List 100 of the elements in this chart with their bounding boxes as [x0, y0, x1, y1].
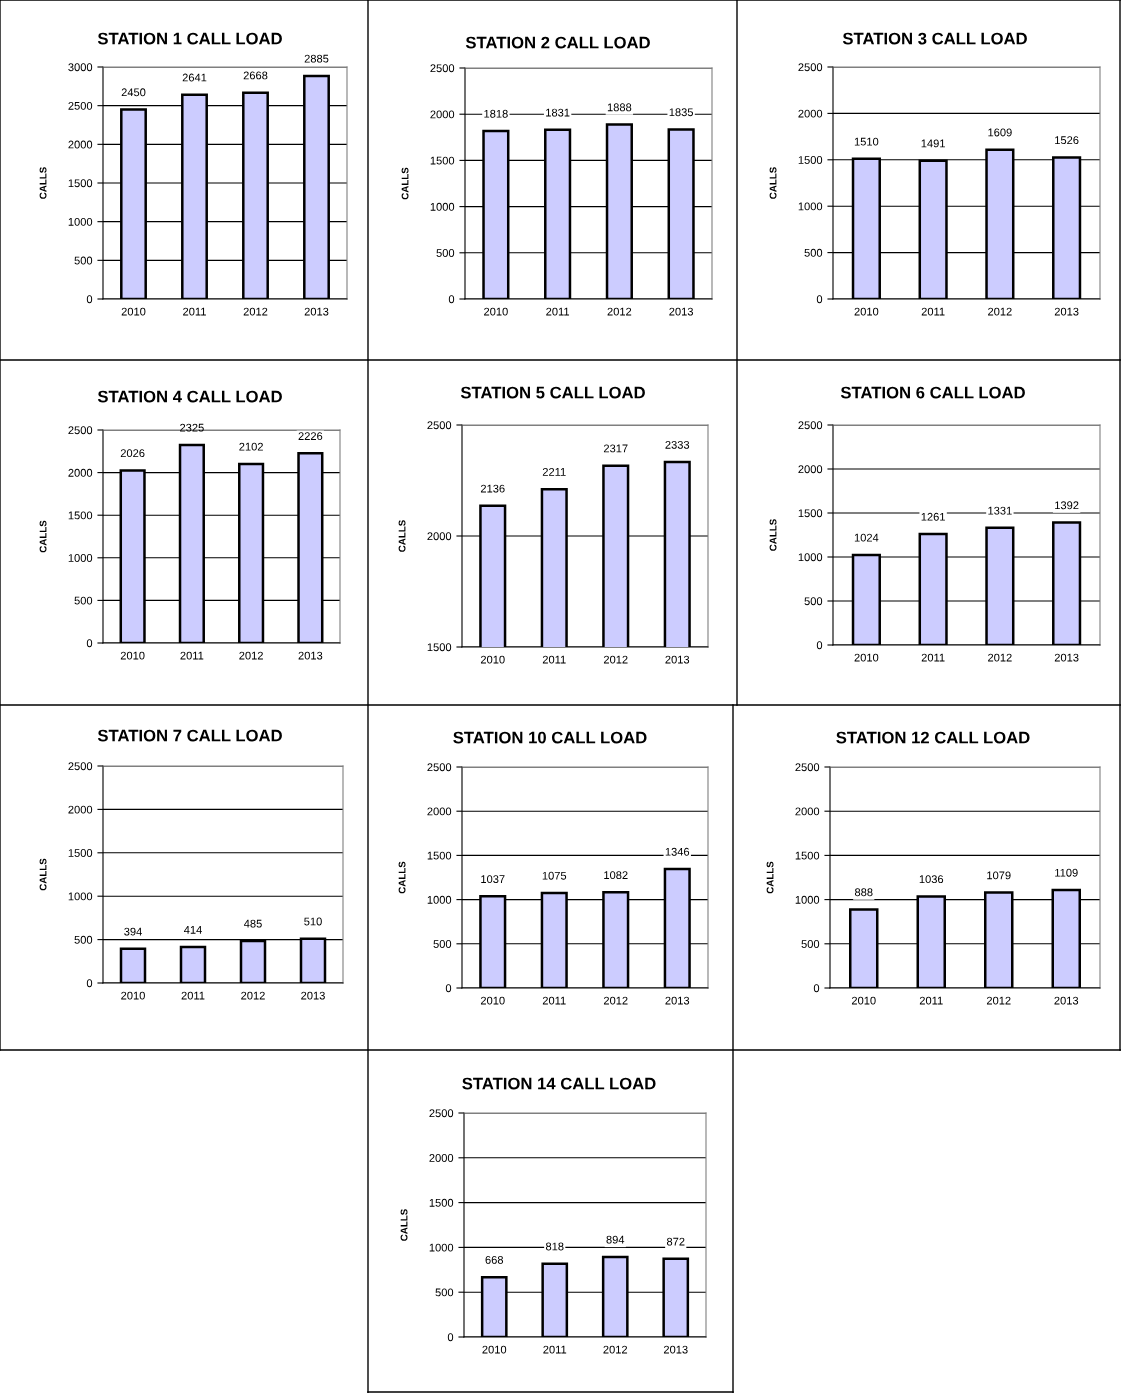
y-axis-title: CALLS	[400, 1209, 408, 1241]
data-label: 1331	[988, 506, 1012, 515]
x-tick-label: 2010	[121, 307, 146, 316]
y-tick-label: 2000	[68, 805, 93, 814]
y-tick-label: 2500	[427, 763, 452, 772]
x-tick-label: 2013	[1054, 996, 1079, 1005]
x-tick-label: 2012	[603, 655, 628, 664]
x-tick-label: 2010	[120, 651, 145, 660]
y-axis-title: CALLS	[398, 520, 406, 552]
data-label: 818	[545, 1242, 564, 1251]
data-label: 2885	[304, 54, 329, 63]
y-axis-title: CALLS	[769, 519, 777, 551]
y-tick-label: 2500	[798, 421, 823, 430]
x-tick-label: 2013	[669, 307, 693, 316]
x-tick-label: 2010	[480, 996, 505, 1005]
y-tick-label: 1500	[68, 849, 93, 857]
data-label: 2102	[239, 442, 263, 451]
y-tick-label: 2500	[68, 426, 93, 435]
y-tick-label: 2500	[429, 1109, 454, 1118]
y-axis-title: CALLS	[401, 167, 409, 200]
y-tick-label: 0	[86, 639, 93, 648]
x-tick-label: 2013	[663, 1345, 688, 1354]
x-tick-label: 2010	[854, 307, 879, 316]
y-tick-label: 500	[436, 249, 455, 257]
data-label: 485	[243, 919, 262, 928]
y-tick-label: 2000	[798, 465, 823, 474]
y-tick-label: 0	[813, 984, 820, 993]
x-tick-label: 2010	[854, 653, 879, 662]
data-label: 2136	[480, 484, 505, 493]
y-tick-label: 2500	[798, 63, 823, 72]
x-tick-label: 2011	[921, 653, 945, 662]
x-tick-label: 2012	[607, 307, 632, 316]
y-tick-label: 1000	[68, 554, 93, 562]
y-tick-label: 1500	[429, 1198, 454, 1207]
x-tick-label: 2012	[241, 991, 265, 1000]
data-label: 1491	[921, 139, 945, 148]
chart-title: STATION 7 CALL LOAD	[97, 729, 282, 742]
x-tick-label: 2011	[921, 307, 945, 316]
y-tick-label: 500	[74, 256, 93, 265]
chart-title: STATION 3 CALL LOAD	[842, 32, 1027, 45]
data-label: 894	[606, 1235, 625, 1244]
x-tick-label: 2011	[546, 307, 570, 316]
y-tick-label: 2500	[795, 763, 820, 772]
y-tick-label: 1500	[427, 851, 452, 860]
x-tick-label: 2011	[543, 1345, 567, 1354]
y-tick-label: 1500	[798, 509, 823, 518]
x-tick-label: 2012	[243, 307, 268, 316]
y-tick-label: 3000	[68, 63, 93, 72]
x-tick-label: 2010	[121, 991, 145, 1000]
y-tick-label: 1500	[68, 179, 93, 188]
y-axis-title: CALLS	[398, 861, 406, 894]
y-tick-label: 1500	[427, 643, 452, 652]
y-tick-label: 2000	[68, 140, 93, 149]
x-tick-label: 2011	[181, 991, 205, 1000]
data-label: 1036	[919, 875, 944, 884]
y-tick-label: 2000	[429, 1154, 454, 1162]
data-label: 872	[666, 1237, 685, 1246]
data-label: 510	[304, 917, 322, 926]
data-label: 1818	[484, 109, 508, 118]
x-tick-label: 2011	[180, 651, 204, 660]
y-tick-label: 0	[86, 979, 93, 988]
x-tick-label: 2012	[986, 996, 1011, 1005]
y-tick-label: 2000	[427, 532, 452, 541]
data-label: 1609	[988, 128, 1012, 137]
y-tick-label: 1500	[798, 156, 823, 164]
y-tick-label: 2500	[68, 762, 93, 771]
y-tick-label: 1000	[429, 1243, 454, 1252]
y-tick-label: 1000	[795, 895, 820, 904]
y-tick-label: 500	[801, 940, 820, 948]
chart-title: STATION 14 CALL LOAD	[462, 1077, 656, 1090]
chart-title: STATION 1 CALL LOAD	[97, 32, 282, 45]
x-tick-label: 2012	[239, 651, 263, 660]
x-tick-label: 2013	[298, 651, 323, 660]
x-tick-label: 2011	[919, 996, 943, 1005]
data-label: 668	[485, 1255, 504, 1264]
data-label: 1831	[546, 108, 570, 117]
data-label: 2668	[243, 71, 268, 80]
chart-title: STATION 10 CALL LOAD	[453, 731, 647, 744]
x-tick-label: 2011	[542, 655, 566, 664]
chart-title: STATION 4 CALL LOAD	[97, 390, 282, 403]
y-tick-label: 1500	[430, 156, 455, 165]
y-tick-label: 0	[447, 1333, 454, 1342]
x-tick-label: 2010	[480, 655, 505, 664]
x-tick-label: 2013	[1054, 653, 1079, 662]
x-tick-label: 2012	[603, 996, 628, 1005]
x-tick-label: 2012	[988, 653, 1012, 662]
data-label: 1109	[1055, 868, 1078, 877]
x-tick-label: 2010	[851, 996, 876, 1005]
data-label: 2211	[542, 467, 566, 476]
data-label: 2641	[182, 73, 207, 82]
data-label: 1526	[1055, 136, 1079, 145]
y-tick-label: 1000	[798, 202, 823, 211]
data-label: 2317	[603, 444, 628, 453]
x-tick-label: 2010	[484, 307, 508, 316]
y-tick-label: 0	[816, 641, 823, 650]
data-label: 2450	[121, 88, 146, 97]
x-tick-label: 2013	[304, 307, 329, 316]
data-label: 1024	[854, 533, 879, 542]
x-tick-label: 2013	[665, 996, 690, 1005]
y-tick-label: 0	[816, 295, 823, 304]
